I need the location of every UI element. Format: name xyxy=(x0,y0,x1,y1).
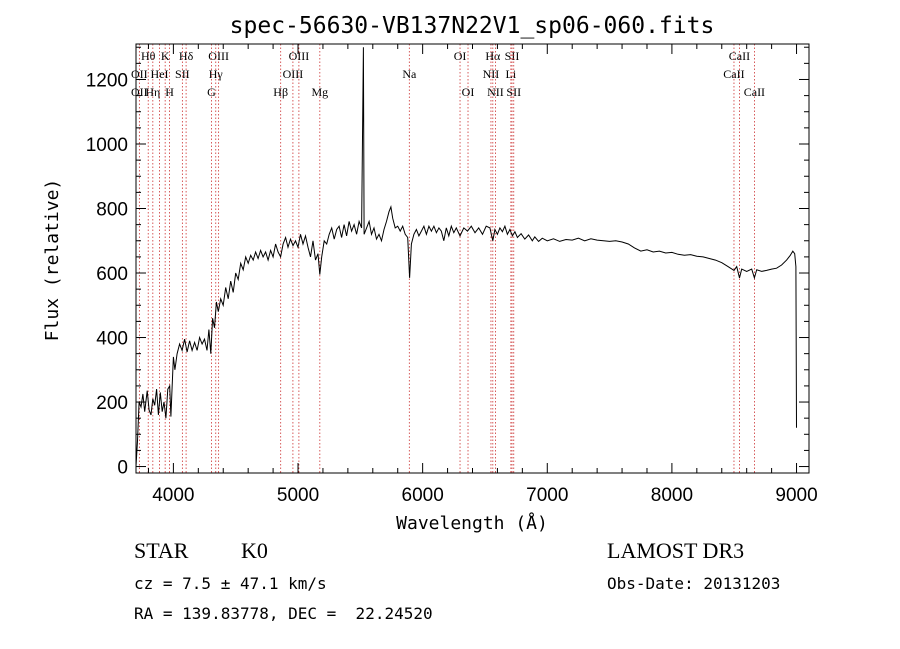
y-tick-label: 600 xyxy=(96,264,128,285)
line-marker-label: H xyxy=(165,85,174,99)
line-marker-label: NII xyxy=(483,67,500,81)
line-marker-label: K xyxy=(161,49,170,63)
line-marker-label: CaII xyxy=(723,67,744,81)
line-marker-label: Hγ xyxy=(209,67,224,81)
line-marker-label: Hα xyxy=(485,49,501,63)
line-marker-label: OIII xyxy=(208,49,229,63)
line-marker-label: SII xyxy=(175,67,190,81)
line-marker-label: G xyxy=(207,85,216,99)
x-tick-label: 7000 xyxy=(526,485,568,506)
line-marker-label: Hδ xyxy=(179,49,194,63)
line-marker-label: OI xyxy=(462,85,475,99)
chart-title: spec-56630-VB137N22V1_sp06-060.fits xyxy=(230,13,715,39)
x-tick-label: 6000 xyxy=(402,485,444,506)
line-marker-label: OII xyxy=(131,85,148,99)
y-tick-label: 200 xyxy=(96,393,128,414)
survey-name: LAMOST DR3 xyxy=(607,538,745,563)
line-marker-label: Hβ xyxy=(273,85,288,99)
redshift-velocity: cz = 7.5 ± 47.1 km/s xyxy=(134,574,327,593)
line-marker-label: Hη xyxy=(145,85,160,99)
line-marker-label: OIII xyxy=(283,67,304,81)
line-marker-label: SII xyxy=(506,85,521,99)
line-marker-label: CaII xyxy=(729,49,750,63)
line-marker-label: Mg xyxy=(311,85,328,99)
spectrum-line xyxy=(135,47,797,467)
line-marker-label: CaII xyxy=(744,85,765,99)
y-tick-label: 0 xyxy=(117,458,128,479)
object-subclass: K0 xyxy=(241,538,268,563)
x-tick-label: 8000 xyxy=(651,485,693,506)
line-marker-label: OII xyxy=(131,67,148,81)
observation-date: Obs-Date: 20131203 xyxy=(607,574,781,593)
axis-ticks: 4000 5000 6000 7000 8000 9000 0 200 400 600 800 100… xyxy=(86,44,818,506)
y-tick-label: 800 xyxy=(96,200,128,221)
object-class: STAR xyxy=(134,538,189,563)
line-marker-label: OI xyxy=(454,49,467,63)
y-tick-label: 400 xyxy=(96,329,128,350)
line-marker-label: SII xyxy=(505,49,520,63)
coordinates: RA = 139.83778, DEC = 22.24520 xyxy=(134,604,433,623)
line-marker-label: Li xyxy=(506,67,517,81)
y-tick-label: 1200 xyxy=(86,70,128,91)
x-tick-label: 5000 xyxy=(277,485,319,506)
x-tick-label: 4000 xyxy=(152,485,194,506)
x-tick-label: 9000 xyxy=(775,485,817,506)
x-axis-label: Wavelength (Å) xyxy=(396,512,548,534)
line-marker-label: NII xyxy=(487,85,504,99)
line-marker-label: Hθ xyxy=(141,49,156,63)
line-marker-label: OIII xyxy=(289,49,310,63)
spectrum-series xyxy=(135,47,797,467)
y-tick-label: 1000 xyxy=(86,135,128,156)
line-marker-label: Na xyxy=(402,67,417,81)
y-axis-label: Flux (relative) xyxy=(42,179,63,342)
line-marker-label: HeI xyxy=(151,67,169,81)
